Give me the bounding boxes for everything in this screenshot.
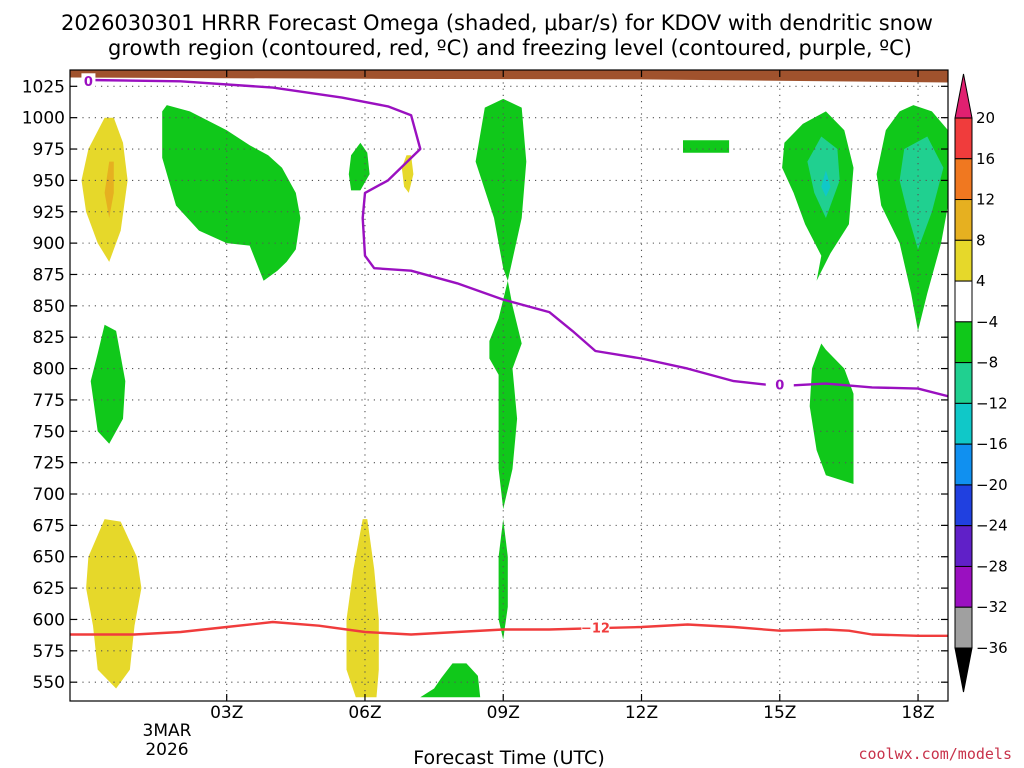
y-tick-label-550: 550 [33, 673, 65, 693]
omega-shading-layer [81, 98, 948, 698]
omega-region-upward-weak [162, 105, 301, 281]
colorbar-label: 4 [976, 272, 986, 290]
colorbar-swatch [954, 402, 973, 445]
x-tick-label-03Z: 03Z [210, 703, 243, 723]
colorbar-swatch [954, 239, 973, 282]
y-tick-label-1000: 1000 [22, 109, 65, 129]
omega-region-downward-weak [81, 117, 128, 262]
y-tick-label-1025: 1025 [22, 77, 65, 97]
x-axis-label: Forecast Time (UTC) [413, 747, 604, 768]
omega-region-downward-mod [104, 161, 114, 218]
colorbar-label: −16 [976, 435, 1008, 453]
dgz-contour-label: −12 [581, 622, 610, 637]
chart-title-line1: 2026030301 HRRR Forecast Omega (shaded, … [61, 11, 933, 35]
y-tick-label-575: 575 [33, 642, 65, 662]
y-tick-label-675: 675 [33, 516, 65, 536]
colorbar-label: −28 [976, 557, 1008, 575]
freezing-contour-label-bg [765, 376, 794, 392]
x-tick-label-06Z: 06Z [348, 703, 381, 723]
date-label-year: 2026 [145, 740, 188, 760]
x-tick-label-15Z: 15Z [763, 703, 796, 723]
colorbar-swatch [954, 117, 973, 160]
omega-region-upward-weak [90, 324, 126, 444]
colorbar-label: −12 [976, 394, 1008, 412]
colorbar-swatch [954, 443, 973, 486]
colorbar-swatch [954, 280, 973, 323]
grid-layer [70, 70, 948, 701]
freezing-contour-label2-bg [81, 73, 96, 88]
colorbar-swatch [954, 525, 973, 567]
colorbar-top-arrow [954, 73, 973, 119]
x-tick-label-09Z: 09Z [487, 703, 520, 723]
x-axis: 03Z 06Z 09Z 12Z 15Z 18Z [210, 70, 935, 723]
colorbar-label: −24 [976, 517, 1008, 535]
omega-region-upward-strong [821, 170, 831, 197]
y-tick-label-800: 800 [33, 360, 65, 380]
colorbar-label: 12 [976, 191, 995, 209]
colorbar-label: −8 [976, 354, 998, 372]
colorbar-label: −32 [976, 598, 1008, 616]
omega-region-upward-weak [420, 663, 481, 698]
colorbar-swatch [954, 199, 973, 241]
colorbar-bottom-arrow [954, 647, 973, 693]
credit-text: coolwx.com/models [858, 745, 1012, 763]
x-tick-label-12Z: 12Z [625, 703, 658, 723]
y-tick-label-725: 725 [33, 454, 65, 474]
plot-frame [69, 69, 949, 702]
y-tick-label-650: 650 [33, 548, 65, 568]
contour-layer: −12 0 0 [70, 73, 948, 637]
date-label-month: 3MAR [143, 721, 192, 741]
omega-region-downward-weak [86, 519, 142, 689]
colorbar: 20 16 12 8 4 −4 −8 −12 −16 −20 −24 −28 −32 −36 [954, 73, 1008, 693]
omega-region-upward-mod [807, 136, 840, 218]
colorbar-label: −4 [976, 313, 998, 331]
terrain-surface [70, 70, 948, 83]
y-tick-label-950: 950 [33, 171, 65, 191]
colorbar-swatch [954, 565, 973, 608]
colorbar-label: −20 [976, 476, 1008, 494]
omega-region-upward-weak [683, 140, 730, 153]
colorbar-swatch [954, 362, 973, 404]
y-tick-label-975: 975 [33, 140, 65, 160]
colorbar-swatch [954, 321, 973, 364]
colorbar-label: 8 [976, 231, 986, 249]
colorbar-swatch [954, 158, 973, 201]
dgz-contour-line [70, 620, 948, 637]
y-tick-label-925: 925 [33, 203, 65, 223]
y-tick-label-775: 775 [33, 391, 65, 411]
omega-region-upward-weak [348, 142, 370, 191]
omega-region-upward-weak [475, 98, 527, 510]
dgz-contour-label-bg [581, 620, 610, 636]
y-tick-label-750: 750 [33, 422, 65, 442]
y-tick-label-900: 900 [33, 234, 65, 254]
freezing-contour-label2: 0 [84, 75, 93, 90]
chart-title-line2: growth region (contoured, red, ºC) and f… [108, 36, 912, 60]
omega-region-upward-mod [899, 136, 944, 250]
y-tick-label-625: 625 [33, 579, 65, 599]
colorbar-swatch [954, 484, 973, 527]
omega-region-downward-weak [346, 519, 379, 698]
x-tick-label-18Z: 18Z [901, 703, 934, 723]
freezing-contour-label: 0 [775, 378, 784, 393]
colorbar-label: −36 [976, 639, 1008, 657]
colorbar-label: 16 [976, 150, 995, 168]
colorbar-label: 20 [976, 109, 995, 127]
y-axis: 550 575 600 625 650 675 700 725 750 775 800 825 850 8… [22, 77, 948, 693]
y-tick-label-700: 700 [33, 485, 65, 505]
y-tick-label-600: 600 [33, 610, 65, 630]
y-tick-label-825: 825 [33, 328, 65, 348]
y-tick-label-875: 875 [33, 265, 65, 285]
omega-region-upward-weak [809, 343, 854, 484]
colorbar-swatch [954, 606, 973, 649]
y-tick-label-850: 850 [33, 297, 65, 317]
